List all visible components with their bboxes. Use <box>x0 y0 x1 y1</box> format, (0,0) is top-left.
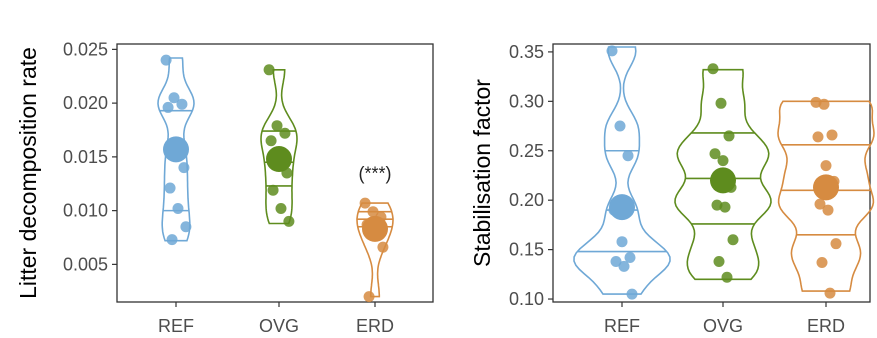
x-tick-label: OVG <box>259 316 299 336</box>
data-point <box>172 202 184 214</box>
data-point <box>709 148 721 160</box>
data-point <box>363 291 375 303</box>
mean-point <box>813 174 839 201</box>
y-tick-label: 0.10 <box>509 289 544 309</box>
mean-point <box>609 194 635 221</box>
y-tick-label: 0.010 <box>63 201 108 221</box>
y-tick-label: 0.30 <box>509 91 544 111</box>
data-point <box>707 63 719 75</box>
violin-ref <box>573 46 671 295</box>
data-point <box>263 64 275 76</box>
data-point <box>267 184 279 196</box>
data-point <box>713 255 725 267</box>
data-point <box>160 54 172 66</box>
data-point <box>622 150 634 162</box>
y-axis-title: Litter decomposition rate <box>15 47 41 299</box>
y-tick-label: 0.015 <box>63 147 108 167</box>
data-point <box>610 255 622 267</box>
panel-litter-decomposition: 0.005 0.010 0.015 0.020 0.025 REF OVG ERD Litter… <box>15 39 434 336</box>
data-point <box>359 197 371 209</box>
y-tick-label: 0.025 <box>63 39 108 59</box>
data-point <box>822 204 834 216</box>
data-point <box>814 198 826 210</box>
data-point <box>618 260 630 272</box>
x-tick-label: REF <box>604 316 640 336</box>
data-point <box>727 234 739 246</box>
plot-frame <box>552 43 871 303</box>
data-point <box>723 130 735 142</box>
data-point <box>812 131 824 143</box>
data-point <box>818 98 830 110</box>
data-point <box>275 202 287 214</box>
data-point <box>166 234 178 246</box>
y-tick-label: 0.005 <box>63 254 108 274</box>
data-point <box>178 162 190 174</box>
data-point <box>162 101 174 113</box>
plot-frame <box>116 43 434 303</box>
x-tick-label: ERD <box>356 316 394 336</box>
data-point <box>271 120 283 132</box>
data-point <box>715 97 727 109</box>
significance-label: (***) <box>358 163 391 183</box>
mean-point <box>266 146 292 173</box>
data-point <box>176 98 188 110</box>
y-tick-label: 0.15 <box>509 240 544 260</box>
data-point <box>614 120 626 132</box>
data-point <box>265 135 277 147</box>
data-point <box>180 221 192 233</box>
x-tick-label: REF <box>158 316 194 336</box>
data-point <box>717 155 729 167</box>
data-point <box>719 201 731 213</box>
data-point <box>820 160 832 172</box>
x-tick-label: ERD <box>807 316 845 336</box>
mean-point <box>362 215 388 242</box>
violin-erd <box>777 100 875 292</box>
data-point <box>624 252 636 264</box>
x-tick-label: OVG <box>703 316 743 336</box>
data-point <box>168 92 180 104</box>
data-point <box>367 206 379 218</box>
violin-ovg <box>674 68 772 281</box>
y-tick-label: 0.35 <box>509 42 544 62</box>
mean-point <box>163 136 189 163</box>
panel-stabilisation-factor: 0.10 0.15 0.20 0.25 0.30 0.35 REF OVG ERD Stabili… <box>469 42 875 336</box>
y-axis-title: Stabilisation factor <box>469 79 495 267</box>
data-point <box>816 256 828 268</box>
data-point <box>616 236 628 248</box>
data-point <box>824 287 836 299</box>
data-point <box>377 241 389 253</box>
y-tick-label: 0.020 <box>63 93 108 113</box>
y-tick-label: 0.20 <box>509 190 544 210</box>
data-point <box>826 129 838 141</box>
data-point <box>606 45 618 57</box>
data-point <box>164 182 176 194</box>
data-point <box>279 127 291 139</box>
data-point <box>721 271 733 283</box>
data-point <box>283 215 295 227</box>
mean-point <box>710 167 736 194</box>
data-point <box>830 238 842 250</box>
data-point <box>626 288 638 300</box>
y-tick-label: 0.25 <box>509 141 544 161</box>
